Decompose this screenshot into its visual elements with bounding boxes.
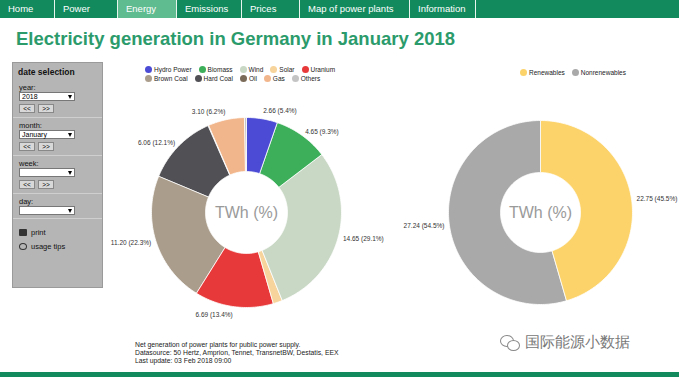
html-text:Biomass: Biomass (207, 66, 233, 73)
html-text:Hard Coal: Hard Coal (203, 75, 233, 82)
svg-text:3.10 (6.2%): 3.10 (6.2%) (192, 108, 226, 116)
svg-text:6.69 (13.4%): 6.69 (13.4%) (195, 311, 232, 319)
html-text:Prices: Prices (250, 3, 277, 14)
html-text:Others: Others (300, 75, 321, 82)
html-text:Power: Power (63, 3, 90, 14)
html-text:Gas: Gas (272, 75, 285, 82)
html-text:Emissions: Emissions (185, 3, 229, 14)
html-text:month:: month: (19, 121, 42, 130)
svg-text:TWh (%): TWh (%) (215, 204, 278, 221)
svg-text:2.66 (5.4%): 2.66 (5.4%) (263, 107, 297, 115)
html-text:January: January (22, 131, 47, 138)
html-text:Oil: Oil (248, 75, 257, 82)
html-text:day:: day: (19, 197, 34, 206)
svg-text:TWh (%): TWh (%) (509, 204, 572, 221)
html-text:2018: 2018 (22, 93, 38, 100)
html-text:Solar: Solar (279, 66, 295, 73)
html-text:Last update: 03 Feb 2018 09:00: Last update: 03 Feb 2018 09:00 (135, 357, 232, 364)
html-text:Uranium: Uranium (310, 66, 336, 73)
html-text:date selection: date selection (18, 67, 75, 77)
svg-text:4.65 (9.3%): 4.65 (9.3%) (305, 128, 339, 136)
html-text:国际能源小数据: 国际能源小数据 (525, 332, 630, 351)
html-text:Nonrenewables: Nonrenewables (580, 69, 626, 76)
html-text:Information: Information (418, 3, 466, 14)
html-text:Electricity generation in Germ: Electricity generation in Germany in Jan… (16, 28, 455, 49)
html-text:Net generation of power plants: Net generation of power plants for publi… (135, 341, 301, 348)
html-text:Brown Coal: Brown Coal (154, 75, 188, 82)
html-text:year:: year: (19, 83, 36, 92)
svg-text:6.06 (12.1%): 6.06 (12.1%) (138, 139, 175, 147)
svg-text:14.65 (29.1%): 14.65 (29.1%) (343, 235, 384, 243)
svg-text:11.20 (22.3%): 11.20 (22.3%) (111, 239, 151, 247)
html-text:Hydro Power: Hydro Power (154, 66, 192, 73)
html-text:Energy: Energy (126, 3, 157, 14)
html-text:print: print (31, 228, 46, 237)
svg-text:27.24 (54.5%): 27.24 (54.5%) (404, 222, 445, 230)
html-text:usage tips: usage tips (31, 242, 66, 251)
svg-text:22.75 (45.5%): 22.75 (45.5%) (637, 195, 678, 203)
html-text:Wind: Wind (248, 66, 264, 73)
html-text:week:: week: (19, 159, 39, 168)
html-text:Map of power plants: Map of power plants (308, 3, 394, 14)
html-text:Renewables: Renewables (529, 69, 565, 76)
html-text:Home: Home (8, 3, 34, 14)
html-text:Datasource: 50 Hertz, Amprion,: Datasource: 50 Hertz, Amprion, Tennet, T… (135, 349, 339, 356)
